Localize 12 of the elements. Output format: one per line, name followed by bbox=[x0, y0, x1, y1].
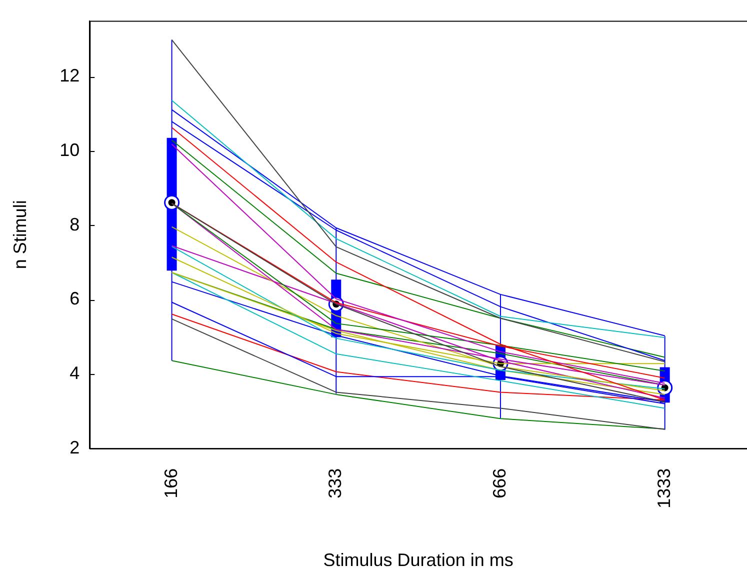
y-tick-label: 10 bbox=[60, 140, 80, 160]
y-tick-label: 4 bbox=[70, 362, 80, 383]
x-tick-label: 1333 bbox=[654, 468, 674, 508]
x-tick-label: 666 bbox=[489, 468, 510, 498]
x-tick-label: 333 bbox=[325, 468, 346, 498]
x-tick-label: 166 bbox=[160, 468, 181, 498]
y-tick-label: 6 bbox=[70, 288, 80, 309]
y-axis-title: n Stimuli bbox=[10, 200, 30, 270]
y-tick-label: 12 bbox=[60, 66, 80, 86]
x-axis-title: Stimulus Duration in ms bbox=[323, 550, 514, 570]
y-tick-label: 2 bbox=[70, 437, 80, 458]
y-tick-label: 8 bbox=[70, 214, 80, 234]
